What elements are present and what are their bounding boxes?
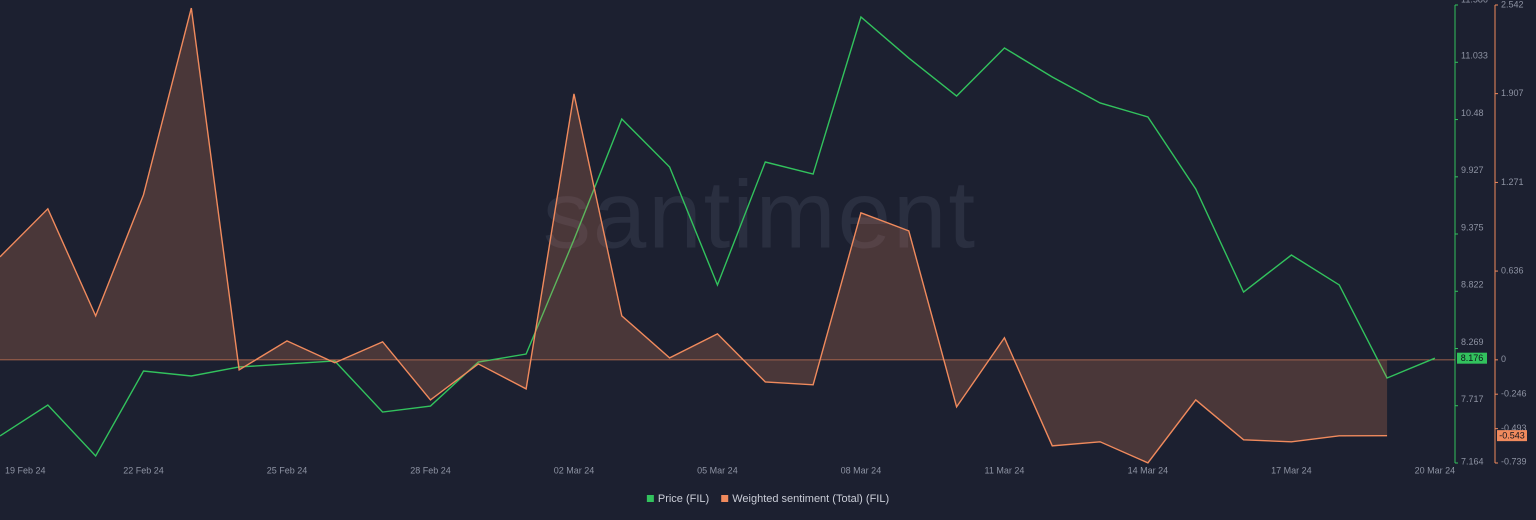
y2-tick-label: -0.493 [1501,423,1527,433]
value-badge [1497,430,1527,442]
y-tick-label: 10.48 [1461,108,1484,118]
legend-swatch [721,495,729,502]
y2-tick-label: 2.542 [1501,0,1524,9]
y-tick-label: 11.586 [1461,0,1488,4]
legend-swatch [646,495,654,502]
y-tick-label: 9.927 [1461,165,1484,175]
x-tick-label: 20 Mar 24 [1415,465,1456,475]
value-label: -0.543 [1499,431,1525,441]
y2-tick-label: -0.246 [1501,389,1527,399]
series-line [0,7,1388,464]
legend-label: Price (FIL) [658,493,709,505]
x-tick-label: 22 Feb 24 [123,465,164,475]
x-tick-label: 02 Mar 24 [554,465,595,475]
y-tick-label: 8.269 [1461,337,1484,347]
y2-tick-label: -0.739 [1501,456,1527,466]
legend: Price (FIL) Weighted sentiment (Total) (F… [646,493,889,505]
y2-tick-label: 0.636 [1501,265,1524,275]
legend-label: Weighted sentiment (Total) (FIL) [732,493,889,505]
y2-tick-label: 1.271 [1501,177,1524,187]
y-tick-label: 9.375 [1461,222,1484,232]
y-tick-label: 7.717 [1461,394,1484,404]
x-tick-label: 05 Mar 24 [697,465,738,475]
x-tick-label: 08 Mar 24 [841,465,882,475]
x-tick-label: 19 Feb 24 [5,465,46,475]
x-tick-label: 11 Mar 24 [985,465,1025,475]
y-tick-label: 8.822 [1461,280,1484,290]
x-tick-label: 28 Feb 24 [410,465,451,475]
y2-tick-label: 0 [1501,354,1506,364]
x-tick-label: 17 Mar 24 [1271,465,1312,475]
sentiment-area [0,8,1388,463]
x-tick-label: 25 Feb 24 [267,465,308,475]
value-label: 8.176 [1461,353,1484,363]
value-badge [1457,352,1487,364]
y2-tick-label: 1.907 [1501,88,1524,98]
y-tick-label: 11.033 [1461,51,1488,61]
x-tick-label: 14 Mar 24 [1128,465,1169,475]
y-tick-label: 7.164 [1461,456,1484,466]
